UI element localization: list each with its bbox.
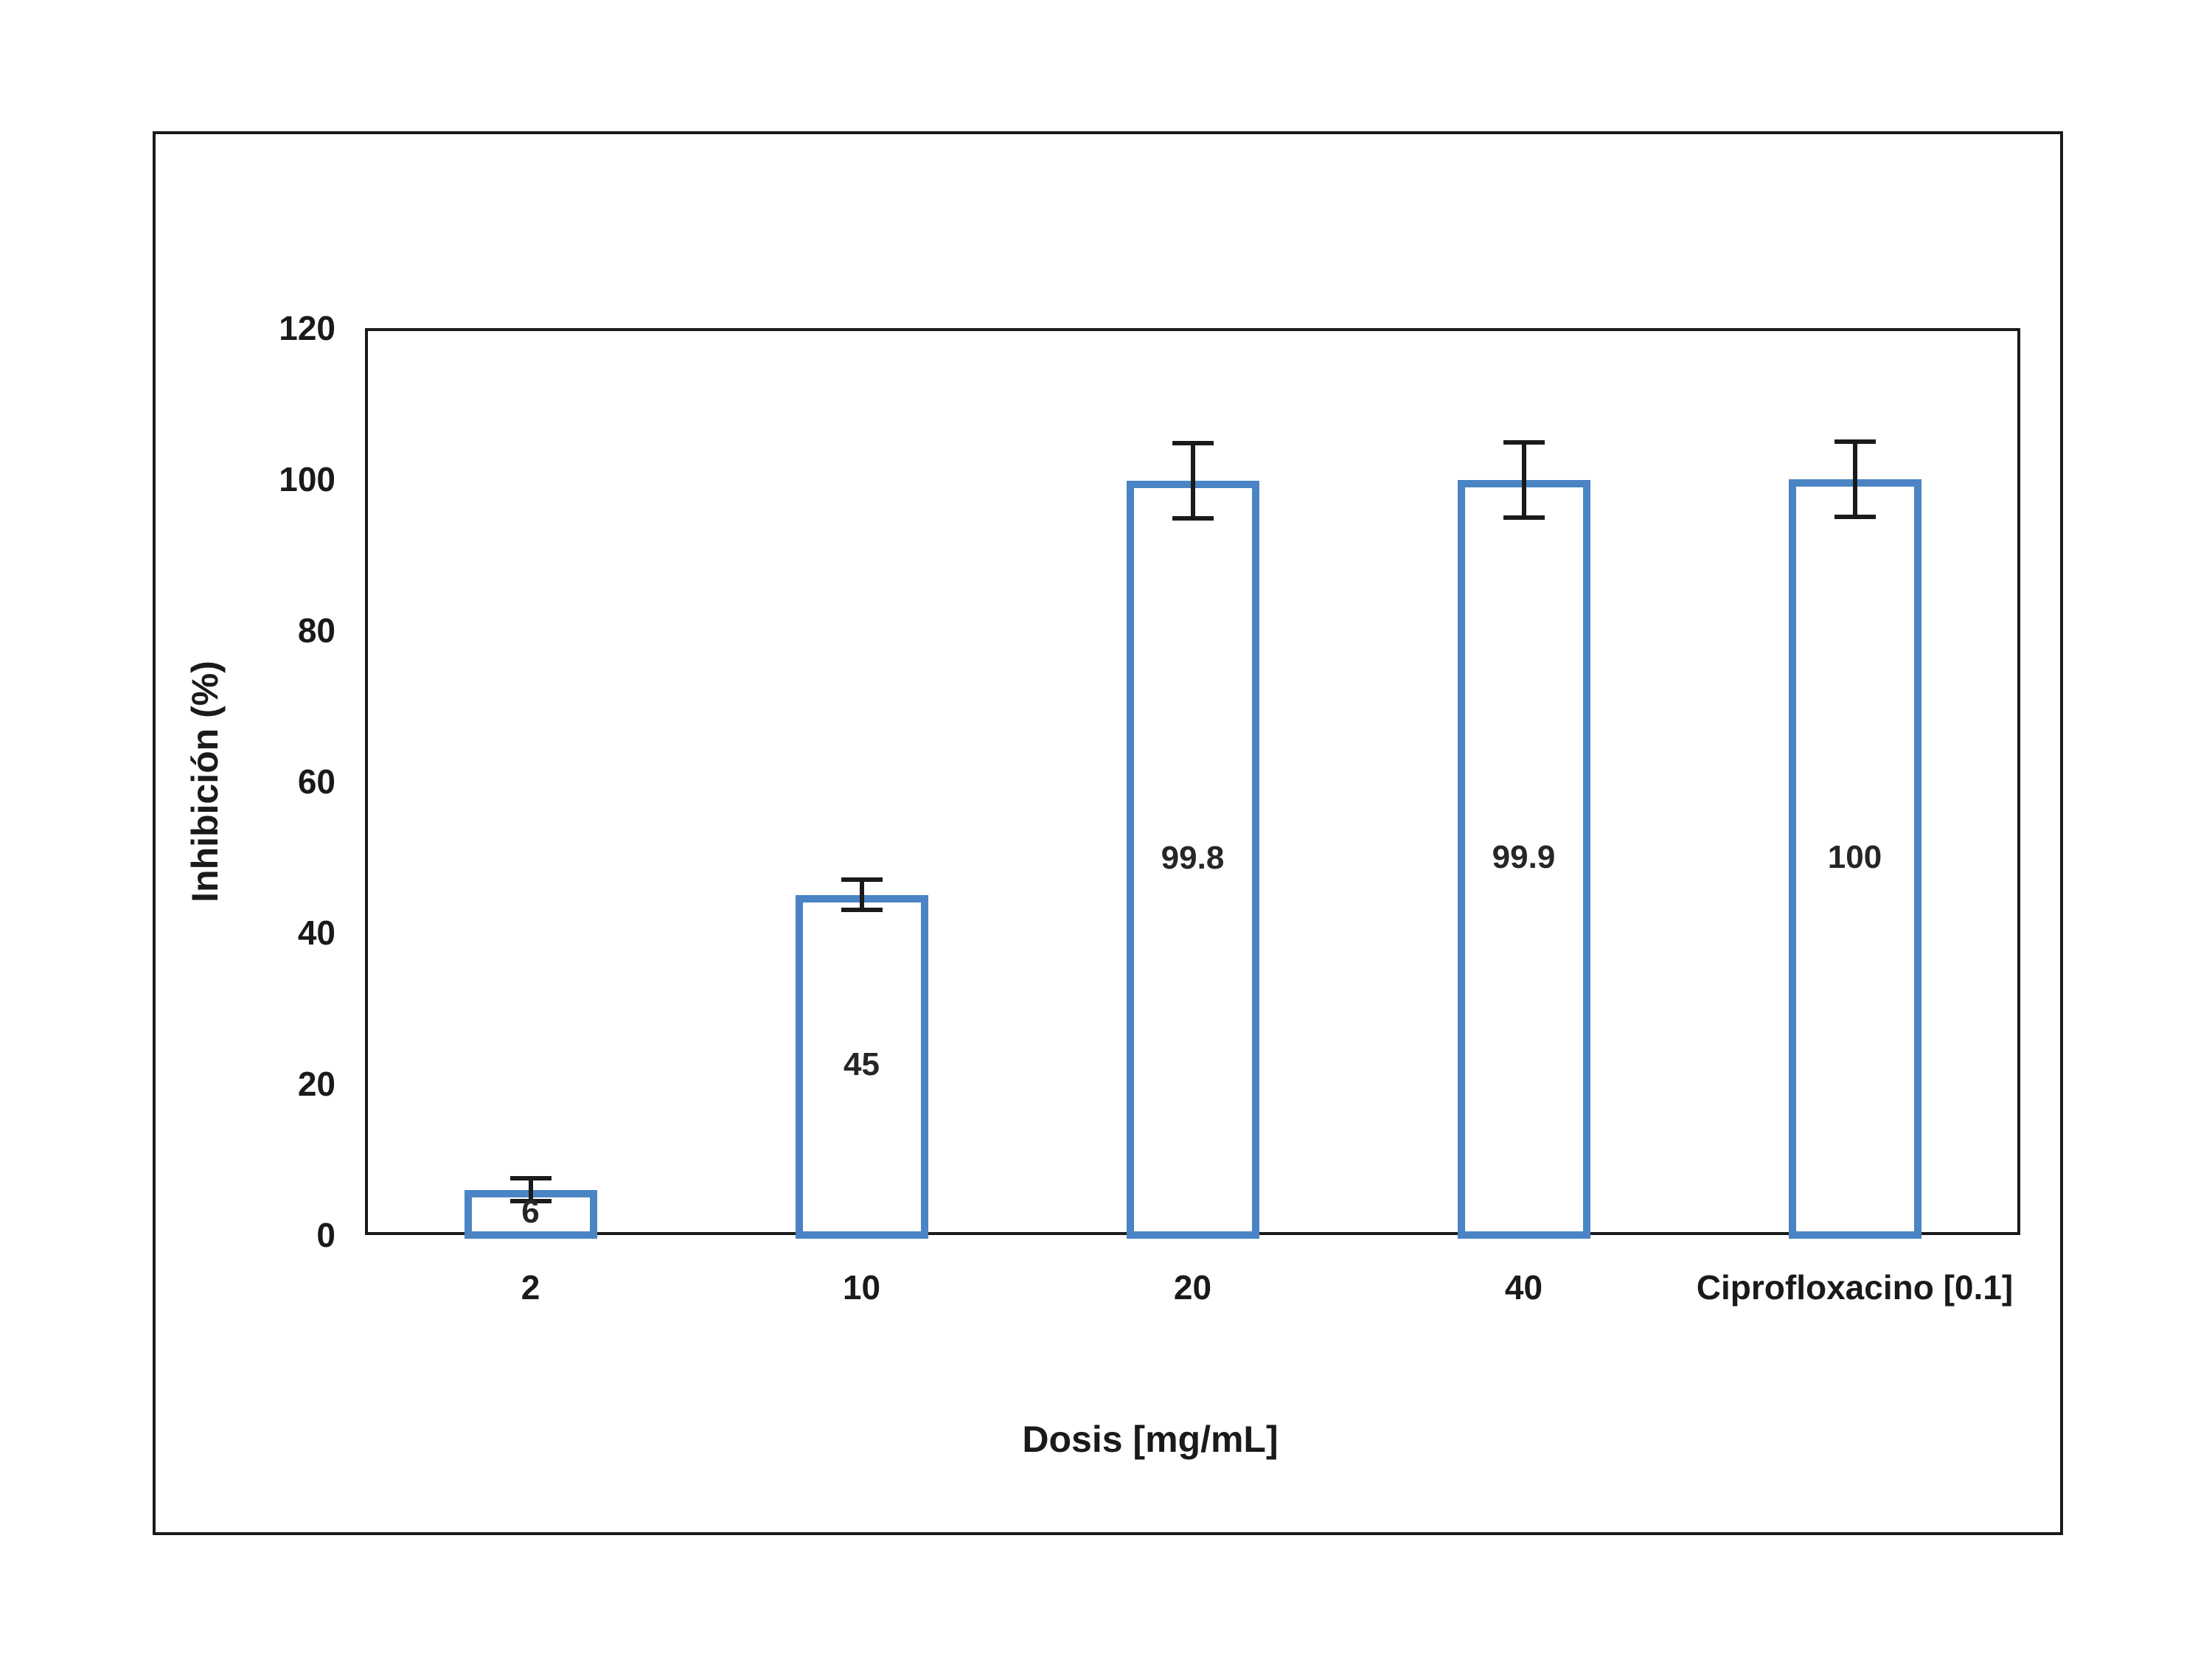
y-tick-label: 100 [279, 460, 335, 498]
error-bar-line [1190, 442, 1195, 519]
y-tick-label: 40 [297, 914, 335, 952]
y-axis-title: Inhibición (%) [184, 661, 226, 902]
y-tick-label: 60 [297, 762, 335, 801]
y-tick-label: 0 [316, 1216, 335, 1254]
error-bar-cap-bottom [509, 1198, 552, 1203]
bar-data-label: 99.8 [1161, 839, 1225, 876]
error-bar-cap-top [1172, 440, 1214, 445]
error-bar-cap-bottom [841, 908, 883, 913]
error-bar-line [528, 1178, 533, 1201]
bar [1788, 479, 1921, 1239]
bar [1457, 480, 1590, 1239]
x-axis-title: Dosis [mg/mL] [1022, 1419, 1279, 1460]
bar-data-label: 6 [521, 1194, 540, 1231]
error-bar-line [1852, 441, 1857, 518]
x-tick-label: 20 [1173, 1268, 1212, 1307]
error-bar-cap-top [1503, 439, 1545, 445]
error-bar-line [1521, 442, 1526, 518]
bar [1126, 481, 1259, 1239]
y-tick-label: 20 [297, 1065, 335, 1103]
bar [795, 894, 928, 1239]
x-tick-label: Ciprofloxacino [0.1] [1696, 1268, 2014, 1307]
error-bar-cap-bottom [1503, 515, 1545, 521]
x-tick-label: 40 [1504, 1268, 1543, 1307]
error-bar-cap-bottom [1172, 516, 1214, 521]
bar-data-label: 45 [844, 1046, 880, 1083]
x-tick-label: 2 [521, 1268, 540, 1307]
x-tick-label: 10 [842, 1268, 881, 1307]
error-bar-cap-top [841, 877, 883, 883]
y-tick-label: 120 [279, 309, 335, 347]
error-bar-cap-top [509, 1176, 552, 1181]
bar-data-label: 99.9 [1492, 839, 1556, 875]
y-tick-label: 80 [297, 611, 335, 650]
bar-data-label: 100 [1827, 838, 1882, 875]
error-bar-cap-bottom [1834, 515, 1876, 520]
error-bar-cap-top [1834, 439, 1876, 444]
error-bar-line [859, 880, 864, 911]
